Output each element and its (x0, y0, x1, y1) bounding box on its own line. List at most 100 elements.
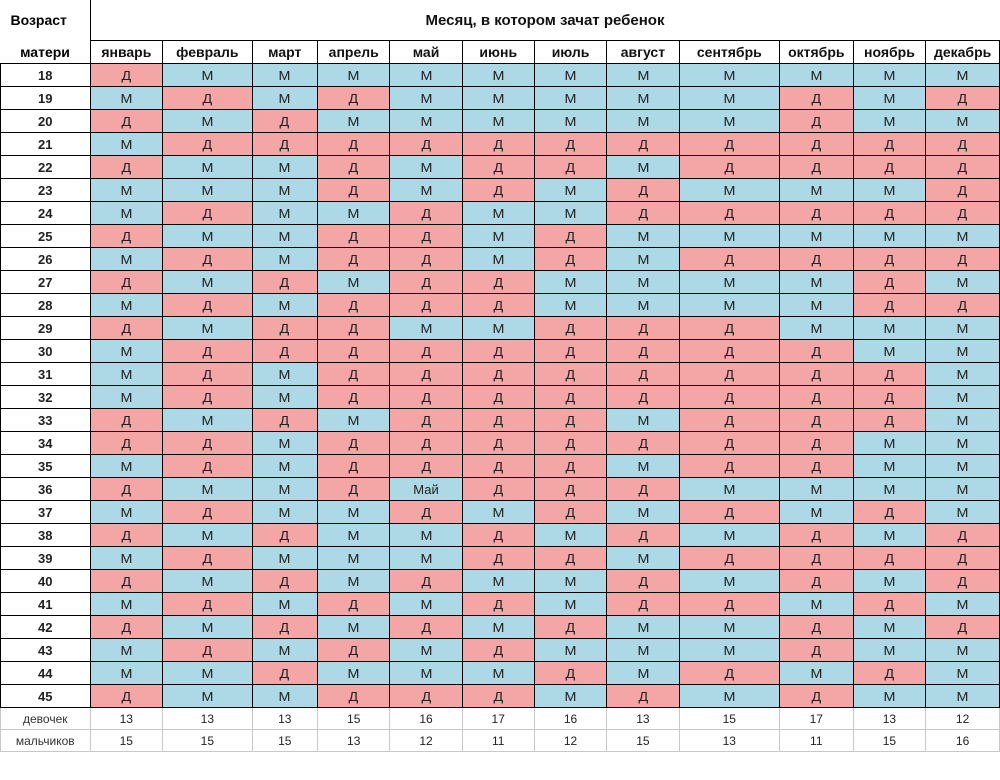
prediction-letter: Д (811, 113, 822, 129)
boy-cell: М (316, 500, 391, 524)
prediction-letter: Д (202, 343, 213, 359)
girl-cell: Д (778, 638, 854, 662)
girl-cell: Д (606, 569, 680, 593)
prediction-letter: Д (279, 527, 290, 543)
girl-cell: Д (533, 477, 608, 501)
table-row: 30 М Д Д Д Д Д Д Д Д Д М М (0, 339, 1000, 363)
girl-cell: Д (533, 546, 608, 570)
boy-cell: М (606, 661, 680, 685)
boys-count-row: мальчиков 15 15 15 13 12 11 12 15 13 11 … (0, 729, 1000, 752)
boy-cell: М (533, 201, 608, 225)
prediction-letter: М (278, 205, 291, 221)
mother-age-cell: 31 (0, 362, 91, 386)
prediction-letter: М (278, 481, 291, 497)
prediction-letter: Д (493, 159, 504, 175)
girl-cell: Д (316, 385, 391, 409)
prediction-letter: М (120, 182, 133, 198)
table-title: Месяц, в котором зачат ребенок (90, 0, 1000, 41)
prediction-letter: М (492, 90, 505, 106)
prediction-letter: Д (421, 205, 431, 221)
prediction-letter: М (347, 504, 360, 520)
girl-cell: Д (251, 270, 318, 294)
prediction-letter: Д (638, 182, 648, 198)
girl-cell: Д (316, 224, 391, 248)
mother-age-cell: 30 (0, 339, 91, 363)
prediction-letter: Д (638, 573, 648, 589)
prediction-letter: М (278, 366, 291, 382)
prediction-letter: Д (202, 205, 213, 221)
girl-cell: Д (606, 339, 680, 363)
prediction-letter: Д (121, 113, 132, 129)
girl-cell: Д (316, 684, 391, 708)
prediction-letter: Д (348, 642, 359, 658)
boy-cell: Май (389, 477, 463, 501)
prediction-letter: Д (565, 458, 576, 474)
boy-cell: М (925, 454, 1000, 478)
boy-cell: М (678, 224, 780, 248)
boy-cell: М (251, 86, 318, 110)
prediction-letter: М (883, 481, 896, 497)
mother-age-cell: 43 (0, 638, 91, 662)
boy-cell: М (925, 592, 1000, 616)
prediction-letter: Д (121, 228, 132, 244)
girl-cell: Д (778, 546, 854, 570)
prediction-letter: М (956, 343, 969, 359)
prediction-letter: Д (279, 274, 290, 290)
girl-cell: Д (778, 132, 854, 156)
prediction-letter: Д (811, 366, 822, 382)
girl-cell: Д (389, 247, 463, 271)
table-row: 22 Д М М Д М Д Д М Д Д Д Д (0, 155, 1000, 179)
prediction-letter: Д (811, 159, 822, 175)
girl-cell: Д (89, 155, 164, 179)
girl-cell: Д (461, 270, 535, 294)
prediction-letter: Д (957, 573, 968, 589)
boy-cell: М (533, 63, 608, 87)
boy-cell: М (778, 477, 854, 501)
girl-cell: Д (778, 247, 854, 271)
table-row: 39 М Д М М М Д Д М Д Д Д Д (0, 546, 1000, 570)
boy-cell: М (316, 408, 391, 432)
girl-cell: Д (925, 615, 1000, 639)
boy-cell: М (316, 201, 391, 225)
prediction-letter: М (492, 113, 505, 129)
prediction-letter: М (201, 320, 214, 336)
prediction-letter: Д (348, 251, 359, 267)
boys-count-label: мальчиков (0, 729, 91, 752)
girl-cell: Д (678, 316, 780, 340)
prediction-letter: М (810, 274, 823, 290)
girl-cell: Д (533, 224, 608, 248)
prediction-letter: Д (121, 573, 132, 589)
boy-cell: М (251, 293, 318, 317)
prediction-letter: М (278, 688, 291, 704)
prediction-letter: Д (811, 688, 822, 704)
girl-cell: Д (461, 408, 535, 432)
girls-count-row: девочек 13 13 13 15 16 17 16 13 15 17 13… (0, 707, 1000, 730)
boy-cell: М (251, 431, 318, 455)
boy-cell: М (89, 247, 164, 271)
prediction-letter: Д (421, 458, 431, 474)
girl-cell: Д (389, 132, 463, 156)
prediction-letter: Д (279, 665, 290, 681)
prediction-letter: М (810, 182, 823, 198)
table-row: 19 М Д М Д М М М М М Д М Д (0, 86, 1000, 110)
prediction-letter: Д (724, 205, 735, 221)
boy-cell: М (251, 224, 318, 248)
boy-cell: М (461, 201, 535, 225)
boy-cell: М (389, 546, 463, 570)
boy-cell: М (89, 661, 164, 685)
boy-cell: М (251, 638, 318, 662)
girl-cell: Д (251, 523, 318, 547)
boy-cell: М (251, 454, 318, 478)
month-header: октябрь (779, 40, 854, 64)
prediction-letter: М (636, 67, 649, 83)
prediction-letter: Д (811, 90, 822, 106)
age-header-top: Возраст (0, 0, 91, 41)
prediction-letter: Д (724, 412, 735, 428)
prediction-letter: Д (884, 205, 895, 221)
prediction-letter: Д (121, 619, 132, 635)
mother-age-cell: 35 (0, 454, 91, 478)
boy-cell: М (162, 569, 253, 593)
boy-cell: М (678, 684, 780, 708)
boy-cell: М (461, 615, 535, 639)
girl-cell: Д (461, 523, 535, 547)
